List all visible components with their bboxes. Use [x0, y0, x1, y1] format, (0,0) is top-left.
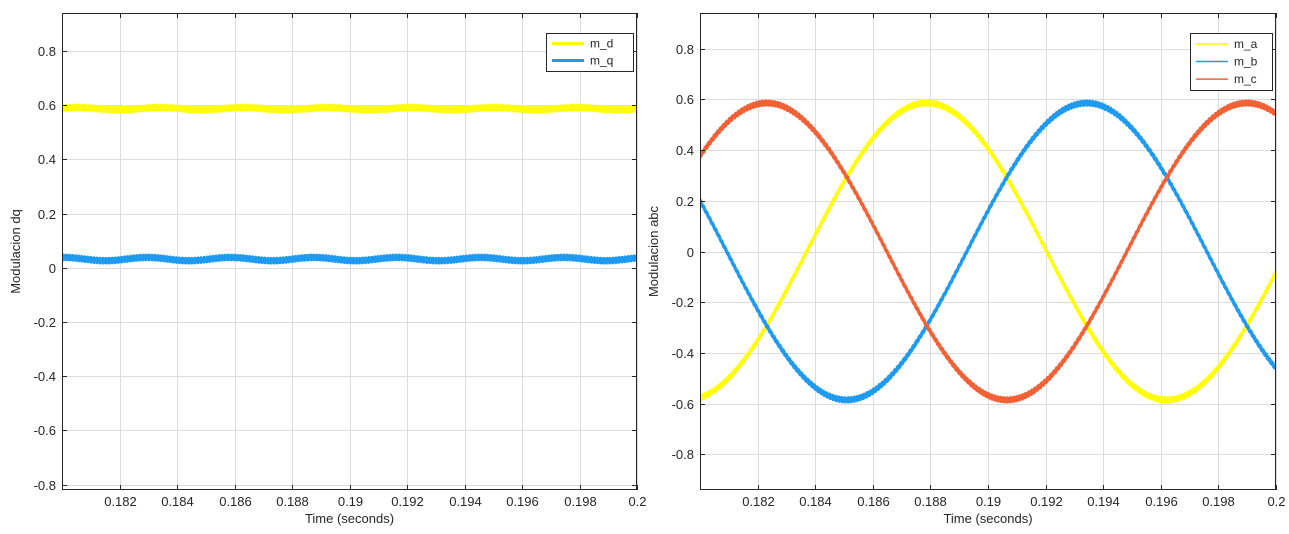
- y-tick-label: -0.8: [672, 447, 694, 462]
- y-tick-label: 0.4: [676, 143, 694, 158]
- x-tick-label: 0.188: [276, 494, 309, 509]
- y-axis-label: Modulacion abc: [646, 205, 661, 297]
- series-line-m_c: [700, 99, 1276, 404]
- series-line-m_d: [62, 103, 637, 114]
- x-axis-label: Time (seconds): [305, 511, 394, 526]
- x-tick-label: 0.188: [914, 494, 947, 509]
- legend-label-m_b: m_b: [1234, 55, 1258, 69]
- x-tick-label: 0.192: [391, 494, 424, 509]
- legend: m_d m_q: [546, 33, 634, 72]
- y-tick-label: -0.2: [672, 295, 694, 310]
- x-axis-label: Time (seconds): [943, 511, 1032, 526]
- y-tick-label: 0: [49, 261, 56, 276]
- y-tick-label: 0.6: [676, 92, 694, 107]
- y-axis-label: Modulacion dq: [8, 209, 23, 294]
- series-group: [700, 99, 1276, 404]
- plot-area: [62, 13, 637, 490]
- series-group: [62, 103, 637, 265]
- series-line-m_a: [700, 99, 1276, 404]
- x-tick-label: 0.196: [1145, 494, 1178, 509]
- legend-label-m_a: m_a: [1234, 37, 1258, 51]
- x-tick-label: 0.194: [1087, 494, 1120, 509]
- y-tick-label: -0.6: [34, 423, 56, 438]
- y-tick-label: 0.8: [38, 44, 56, 59]
- legend-label-m_q: m_q: [590, 54, 613, 68]
- series-line-m_q: [62, 253, 637, 265]
- x-tick-label: 0.19: [976, 494, 1001, 509]
- x-tick-label: 0.198: [1202, 494, 1235, 509]
- y-tick-label: -0.4: [672, 346, 694, 361]
- x-tick-label: 0.186: [857, 494, 890, 509]
- chart-2: 0.182 0.184 0.186 0.188 0.19 0.192 0.194 0.196 0…: [646, 13, 1286, 526]
- x-tick-label: 0.182: [742, 494, 775, 509]
- x-tick-label: 0.184: [161, 494, 194, 509]
- legend-box: [546, 33, 634, 72]
- x-tick-label: 0.196: [506, 494, 539, 509]
- x-tick-label: 0.2: [628, 494, 646, 509]
- y-tick-label: 0.4: [38, 152, 56, 167]
- y-tick-label: 0.6: [38, 98, 56, 113]
- legend-label-m_d: m_d: [590, 37, 613, 51]
- y-tick-label: -0.2: [34, 315, 56, 330]
- y-tick-label: 0.2: [676, 194, 694, 209]
- x-tick-label: 0.2: [1267, 494, 1285, 509]
- x-tick-label: 0.192: [1030, 494, 1063, 509]
- legend-label-m_c: m_c: [1234, 72, 1257, 86]
- grid: [700, 13, 1277, 490]
- x-tick-label: 0.19: [338, 494, 363, 509]
- axes-box: [62, 13, 637, 490]
- legend: m_a m_b m_c: [1190, 33, 1273, 91]
- x-tick-label: 0.182: [104, 494, 137, 509]
- chart-1: 0.182 0.184 0.186 0.188 0.19 0.192 0.194 0.196 0…: [8, 13, 647, 526]
- x-tick-label: 0.186: [219, 494, 252, 509]
- y-tick-label: -0.8: [34, 478, 56, 493]
- y-tick-label: -0.6: [672, 397, 694, 412]
- y-tick-label: 0: [687, 245, 694, 260]
- x-tick-label: 0.184: [799, 494, 832, 509]
- y-tick-label: 0.2: [38, 207, 56, 222]
- y-tick-label: 0.8: [676, 42, 694, 57]
- x-tick-label: 0.198: [564, 494, 597, 509]
- series-line-m_b: [700, 99, 1276, 404]
- y-tick-label: -0.4: [34, 369, 56, 384]
- x-tick-label: 0.194: [449, 494, 482, 509]
